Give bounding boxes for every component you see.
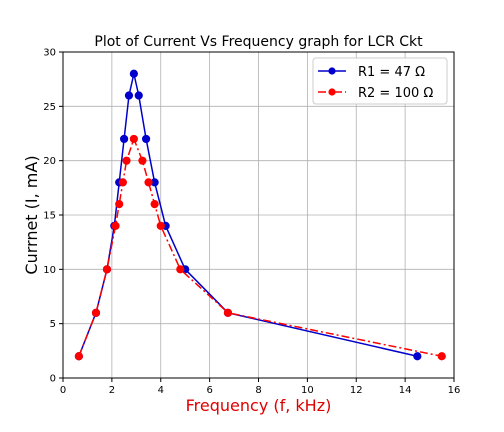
- chart-title: Plot of Current Vs Frequency graph for L…: [94, 34, 423, 50]
- y-tick-label: 10: [43, 265, 56, 276]
- data-point-series-1: [413, 352, 422, 361]
- x-tick-label: 8: [255, 385, 261, 396]
- x-tick-label: 6: [206, 385, 212, 396]
- data-point-series-2: [118, 178, 127, 187]
- x-tick-label: 12: [350, 385, 363, 396]
- x-tick-label: 10: [301, 385, 314, 396]
- y-tick-label: 0: [50, 374, 56, 385]
- axis-ticks: 0 2 4 6 8 10 12 14 16 0 5 10 15 20 25 30: [43, 48, 460, 397]
- data-point-series-2: [122, 156, 131, 165]
- y-axis-label: Currnet (I, mA): [22, 155, 41, 274]
- data-point-series-2: [138, 156, 147, 165]
- legend-marker-r1: [328, 67, 336, 75]
- x-axis-label: Frequency (f, kHz): [186, 396, 332, 415]
- data-point-series-2: [111, 221, 120, 230]
- grid: [62, 51, 455, 379]
- data-point-series-2: [176, 265, 185, 274]
- data-point-series-2: [129, 134, 138, 144]
- data-point-series-2: [102, 265, 112, 274]
- x-tick-label: 4: [158, 385, 164, 396]
- y-tick-label: 20: [43, 156, 56, 167]
- legend-marker-r2: [328, 88, 336, 96]
- x-tick-label: 2: [109, 385, 115, 396]
- data-point-series-2: [150, 200, 159, 209]
- y-tick-label: 30: [43, 48, 56, 59]
- series-group: [74, 69, 446, 361]
- data-point-series-1: [119, 134, 129, 144]
- legend-label-r2: R2 = 100 Ω: [358, 86, 433, 101]
- y-tick-label: 15: [43, 211, 56, 222]
- data-point-series-2: [74, 352, 83, 361]
- x-tick-label: 14: [399, 385, 412, 396]
- x-tick-label: 0: [60, 385, 66, 396]
- y-tick-label: 5: [50, 319, 56, 330]
- data-point-series-2: [437, 352, 446, 361]
- data-point-series-1: [134, 91, 143, 100]
- y-tick-label: 25: [43, 102, 56, 113]
- data-point-series-2: [144, 178, 153, 187]
- legend-box: [312, 57, 448, 105]
- data-point-series-1: [141, 134, 151, 144]
- data-point-series-2: [91, 308, 101, 317]
- data-point-series-1: [129, 69, 138, 78]
- data-point-series-2: [115, 200, 124, 209]
- data-point-series-1: [124, 91, 134, 100]
- data-point-series-2: [223, 308, 233, 317]
- legend: R1 = 47 Ω R2 = 100 Ω: [312, 57, 448, 105]
- data-point-series-2: [156, 221, 165, 230]
- legend-label-r1: R1 = 47 Ω: [358, 65, 425, 80]
- x-tick-label: 16: [448, 385, 461, 396]
